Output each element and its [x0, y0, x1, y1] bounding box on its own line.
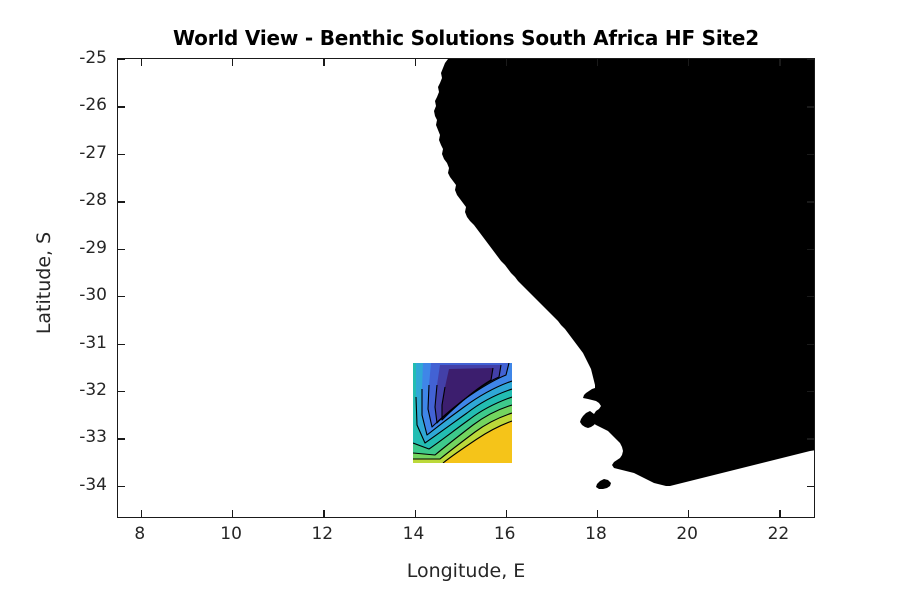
y-tick-m31 — [118, 343, 125, 345]
y-tick-m34 — [118, 485, 125, 488]
y-tick-right-m28 — [807, 201, 814, 203]
y-tick-label-m33: -33 — [79, 427, 107, 448]
y-tick-right-m27 — [807, 153, 814, 156]
y-tick-label-m25: -25 — [79, 48, 107, 68]
x-tick-top-16 — [505, 59, 507, 66]
x-tick-top-22 — [779, 59, 781, 66]
x-tick-top-10 — [232, 59, 234, 66]
x-tick-12 — [323, 510, 325, 517]
contour-svg — [413, 363, 512, 463]
bathymetry-contour-inset — [413, 363, 512, 463]
cape-peninsula-detail — [580, 411, 596, 428]
y-tick-m33 — [118, 438, 125, 440]
africa-land-polygon — [434, 59, 814, 486]
y-tick-label-m34: -34 — [79, 474, 107, 495]
x-tick-label-8: 8 — [134, 524, 146, 544]
y-tick-m30 — [118, 296, 125, 298]
y-tick-label-m28: -28 — [79, 190, 107, 211]
y-tick-m25 — [118, 59, 125, 61]
y-tick-label-m27: -27 — [79, 142, 107, 163]
y-tick-m32 — [118, 391, 125, 393]
y-tick-right-m33 — [807, 438, 814, 440]
y-axis-title: Latitude, S — [33, 231, 55, 335]
x-tick-label-20: 20 — [676, 524, 698, 544]
x-tick-top-12 — [323, 59, 325, 66]
x-tick-10 — [232, 510, 234, 517]
y-tick-label-m26: -26 — [79, 95, 107, 116]
x-tick-label-18: 18 — [585, 524, 607, 544]
x-tick-14 — [414, 510, 416, 517]
y-tick-m26 — [118, 106, 125, 108]
y-tick-right-m34 — [807, 485, 814, 488]
coastline-landmass — [434, 59, 814, 489]
y-tick-label-m29: -29 — [79, 237, 107, 258]
x-tick-top-8 — [140, 59, 143, 66]
x-tick-8 — [140, 510, 143, 517]
x-tick-label-16: 16 — [493, 524, 516, 544]
x-tick-20 — [688, 510, 690, 517]
y-tick-right-m29 — [807, 248, 814, 250]
x-tick-top-14 — [414, 59, 416, 66]
y-tick-m29 — [118, 248, 125, 250]
y-tick-right-m26 — [807, 106, 814, 108]
x-tick-label-12: 12 — [311, 524, 334, 544]
y-tick-m28 — [118, 201, 125, 203]
x-tick-18 — [597, 510, 599, 517]
false-bay-headland — [596, 479, 611, 489]
map-clip-region — [118, 59, 814, 517]
x-axis-title: Longitude, E — [406, 560, 526, 582]
x-tick-top-18 — [597, 59, 599, 66]
x-tick-top-20 — [688, 59, 690, 66]
x-tick-22 — [779, 510, 781, 517]
y-tick-right-m31 — [807, 343, 814, 345]
y-tick-label-m30: -30 — [79, 285, 107, 306]
contour-lines — [413, 363, 512, 463]
x-tick-label-10: 10 — [220, 524, 242, 544]
map-axes — [117, 58, 815, 518]
y-tick-right-m25 — [807, 59, 814, 61]
x-tick-label-22: 22 — [767, 524, 790, 544]
y-tick-m27 — [118, 153, 125, 156]
x-tick-16 — [505, 510, 507, 517]
y-tick-right-m30 — [807, 296, 814, 298]
x-tick-label-14: 14 — [402, 524, 425, 544]
y-tick-label-m31: -31 — [79, 332, 107, 353]
y-tick-right-m32 — [807, 391, 814, 393]
y-tick-label-m32: -32 — [79, 380, 107, 400]
page-title: World View - Benthic Solutions South Afr… — [173, 26, 759, 50]
